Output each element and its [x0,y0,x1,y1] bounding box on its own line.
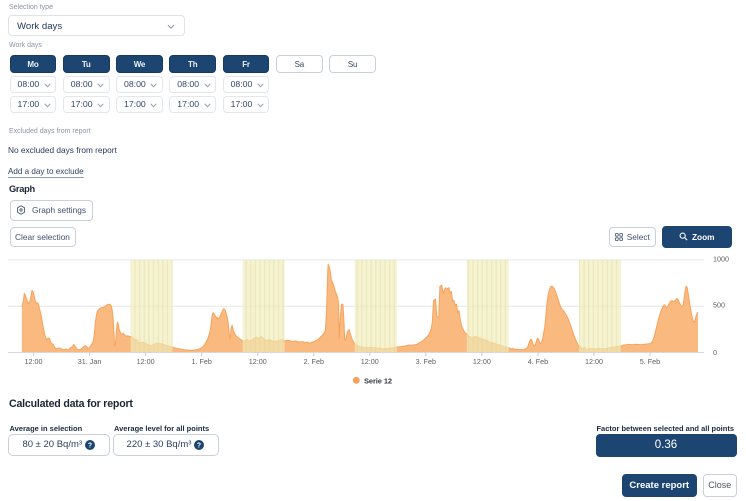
svg-text:3. Feb: 3. Feb [416,357,436,366]
svg-text:1. Feb: 1. Feb [191,357,211,366]
svg-text:12:00: 12:00 [25,357,43,366]
svg-text:Serie 12: Serie 12 [364,376,392,385]
svg-text:31. Jan: 31. Jan [78,357,102,366]
svg-text:500: 500 [713,301,725,310]
svg-text:12:00: 12:00 [585,357,603,366]
svg-text:12:00: 12:00 [473,357,491,366]
svg-text:5. Feb: 5. Feb [640,357,660,366]
svg-text:12:00: 12:00 [249,357,267,366]
svg-text:12:00: 12:00 [137,357,155,366]
svg-text:1000: 1000 [713,255,729,264]
svg-text:?: ? [88,442,92,449]
svg-text:?: ? [197,442,201,449]
svg-text:2. Feb: 2. Feb [304,357,324,366]
svg-text:0: 0 [713,348,717,357]
svg-text:4. Feb: 4. Feb [528,357,548,366]
svg-text:12:00: 12:00 [361,357,379,366]
